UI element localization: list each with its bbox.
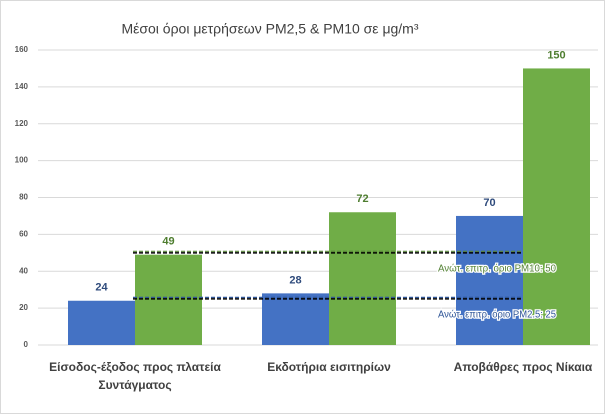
bar: [329, 212, 396, 345]
data-label: 49: [162, 236, 174, 248]
data-label: 150: [547, 49, 565, 61]
bar: [68, 300, 135, 345]
x-tick-label: Αποβάθρες προς Νίκαια: [453, 360, 593, 374]
threshold-label: Ανώτ. επιτρ. όριο PM2.5: 25: [438, 309, 556, 321]
x-tick-label: Εκδοτήρια εισιτηρίων: [267, 360, 391, 374]
y-tick-label: 80: [19, 193, 28, 202]
y-tick-label: 100: [15, 156, 29, 165]
y-tick-label: 140: [15, 82, 29, 91]
data-label: 24: [95, 282, 108, 294]
y-tick-label: 0: [24, 340, 29, 349]
data-label: 28: [289, 274, 301, 286]
data-label: 70: [483, 197, 495, 209]
y-tick-label: 120: [15, 119, 29, 128]
bar: [135, 254, 202, 345]
bar: [262, 293, 329, 345]
data-label: 72: [356, 193, 368, 205]
y-tick-label: 40: [19, 266, 28, 275]
x-tick-label: Είσοδος-έξοδος προς πλατεία Συντάγματος: [49, 360, 221, 392]
chart-title: Μέσοι όροι μετρήσεων PM2,5 & PM10 σε μg/…: [121, 21, 418, 37]
y-tick-label: 60: [19, 229, 28, 238]
y-tick-label: 20: [19, 303, 28, 312]
y-tick-label: 160: [15, 45, 29, 54]
bar: [456, 215, 523, 345]
bar: [523, 68, 590, 345]
threshold-label: Ανώτ. επιτρ. όριο PM10: 50: [438, 262, 556, 274]
